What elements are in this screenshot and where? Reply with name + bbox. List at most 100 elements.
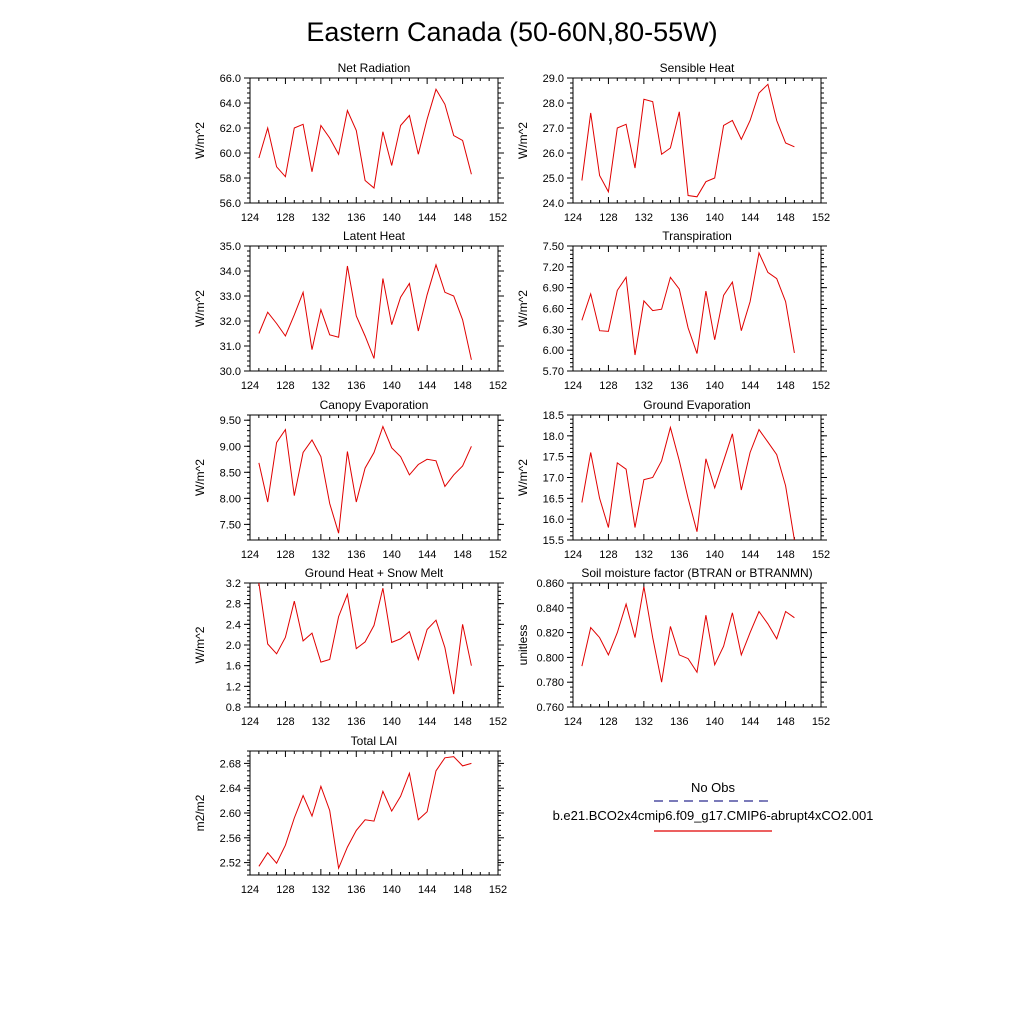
y-tick-label: 16.0: [543, 514, 564, 526]
x-tick-label: 124: [564, 549, 582, 561]
series-line: [258, 583, 472, 695]
x-tick-label: 124: [564, 212, 582, 224]
x-tick-label: 132: [635, 212, 653, 224]
series-line: [581, 425, 795, 540]
y-tick-label: 28.0: [543, 98, 564, 110]
y-tick-label: 17.5: [543, 452, 564, 464]
y-tick-label: 2.4: [226, 619, 241, 631]
x-tick-label: 128: [599, 212, 617, 224]
panels: Net Radiation 124 128 132 136 140 144 148 152 56.…: [193, 61, 830, 896]
x-tick-label: 140: [383, 380, 401, 392]
y-tick-label: 62.0: [220, 123, 241, 135]
x-tick-label: 144: [741, 716, 759, 728]
x-tick-label: 128: [276, 212, 294, 224]
x-tick-label: 152: [489, 212, 507, 224]
series-line: [258, 263, 472, 360]
x-tick-label: 136: [347, 549, 365, 561]
panel-title: Total LAI: [351, 734, 398, 748]
y-axis-label: W/m^2: [193, 122, 207, 159]
y-axis-label: W/m^2: [193, 459, 207, 496]
x-tick-label: 144: [418, 380, 436, 392]
series-line: [258, 425, 472, 534]
series-line: [581, 586, 795, 683]
series-line: [258, 756, 472, 871]
x-tick-label: 152: [812, 549, 830, 561]
y-tick-label: 0.800: [536, 652, 564, 664]
y-tick-label: 31.0: [220, 341, 241, 353]
x-tick-label: 136: [670, 549, 688, 561]
x-tick-label: 136: [670, 716, 688, 728]
y-axis-label: W/m^2: [193, 290, 207, 327]
y-tick-label: 2.8: [226, 599, 241, 611]
x-tick-label: 140: [706, 212, 724, 224]
x-tick-label: 140: [383, 716, 401, 728]
plot-frame: [249, 245, 499, 372]
plot-frame: [572, 582, 822, 708]
y-tick-label: 35.0: [220, 241, 241, 253]
y-axis-label: W/m^2: [193, 626, 207, 663]
x-tick-label: 152: [812, 716, 830, 728]
y-tick-label: 2.0: [226, 640, 241, 652]
x-tick-label: 128: [276, 884, 294, 896]
x-tick-label: 148: [453, 884, 471, 896]
panel-title: Transpiration: [662, 229, 732, 243]
x-tick-label: 152: [812, 380, 830, 392]
panel-title: Net Radiation: [338, 61, 411, 75]
x-tick-label: 144: [741, 549, 759, 561]
y-tick-label: 6.30: [543, 324, 564, 336]
series-line: [258, 88, 472, 189]
y-tick-label: 58.0: [220, 173, 241, 185]
legend-model-label: b.e21.BCO2x4cmip6.f09_g17.CMIP6-abrupt4x…: [553, 808, 874, 823]
x-tick-label: 124: [564, 380, 582, 392]
y-tick-label: 0.8: [226, 702, 241, 714]
x-tick-label: 136: [347, 716, 365, 728]
y-tick-label: 17.0: [543, 473, 564, 485]
panel-title: Soil moisture factor (BTRAN or BTRANMN): [581, 566, 812, 580]
x-tick-label: 128: [276, 549, 294, 561]
y-tick-label: 1.2: [226, 681, 241, 693]
y-tick-label: 0.820: [536, 628, 564, 640]
x-tick-label: 128: [599, 380, 617, 392]
y-tick-label: 64.0: [220, 98, 241, 110]
x-tick-label: 132: [312, 549, 330, 561]
x-tick-label: 148: [453, 549, 471, 561]
y-axis-label: W/m^2: [516, 122, 530, 159]
y-tick-label: 7.50: [543, 241, 564, 253]
y-tick-label: 2.64: [220, 783, 241, 795]
y-tick-label: 24.0: [543, 198, 564, 210]
y-tick-label: 18.0: [543, 431, 564, 443]
series-line: [581, 83, 795, 198]
panel-title: Ground Evaporation: [643, 398, 750, 412]
x-tick-label: 152: [489, 884, 507, 896]
x-tick-label: 136: [347, 884, 365, 896]
y-tick-label: 9.00: [220, 441, 241, 453]
y-tick-label: 6.00: [543, 345, 564, 357]
x-tick-label: 152: [489, 549, 507, 561]
x-tick-label: 148: [776, 716, 794, 728]
x-tick-label: 144: [418, 549, 436, 561]
y-tick-label: 6.60: [543, 304, 564, 316]
plot-frame: [249, 582, 499, 708]
x-tick-label: 144: [418, 716, 436, 728]
x-tick-label: 128: [599, 549, 617, 561]
x-tick-label: 140: [706, 380, 724, 392]
y-tick-label: 16.5: [543, 493, 564, 505]
plot-frame: [249, 750, 499, 876]
x-tick-label: 148: [453, 380, 471, 392]
x-tick-label: 152: [489, 380, 507, 392]
x-tick-label: 132: [312, 716, 330, 728]
x-tick-label: 124: [241, 549, 259, 561]
x-tick-label: 124: [241, 716, 259, 728]
x-tick-label: 152: [489, 716, 507, 728]
y-tick-label: 25.0: [543, 173, 564, 185]
plot-frame: [572, 414, 822, 541]
y-tick-label: 2.52: [220, 858, 241, 870]
y-tick-label: 34.0: [220, 266, 241, 278]
x-tick-label: 132: [312, 212, 330, 224]
panel-ground-heat-snow-melt: Ground Heat + Snow Melt 124 128 132 136 140 14…: [193, 566, 507, 728]
series-line: [581, 251, 795, 356]
y-tick-label: 6.90: [543, 283, 564, 295]
y-tick-label: 29.0: [543, 73, 564, 85]
y-tick-label: 1.6: [226, 661, 241, 673]
plot-frame: [249, 77, 499, 204]
